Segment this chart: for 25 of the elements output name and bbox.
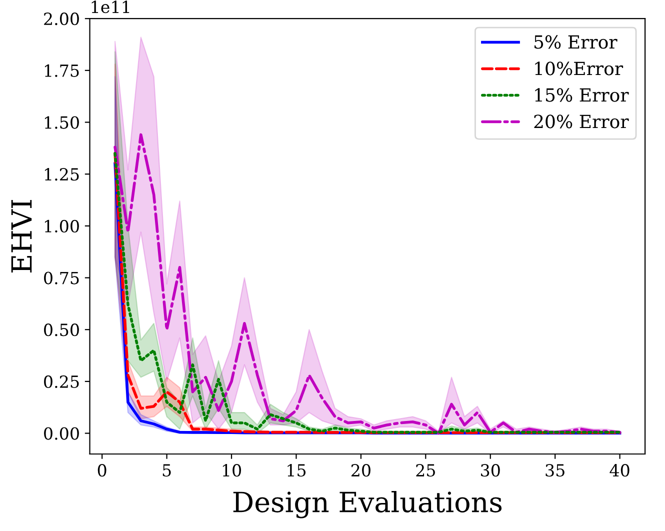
y-tick-label: 1.75 (44, 64, 79, 77)
legend-label: 5% Error (534, 35, 618, 49)
x-tick-label: 40 (610, 464, 630, 477)
y-axis-title: EHVI (11, 200, 32, 273)
x-tick-label: 5 (162, 464, 171, 477)
legend-label: 10%Error (535, 62, 624, 76)
y-tick-label: 0.50 (44, 324, 79, 336)
y-tick-label: 0.00 (44, 427, 79, 440)
x-tick-label: 15 (288, 464, 306, 477)
y-tick-label: 1.25 (44, 168, 79, 181)
legend-label: 15% Error (535, 88, 629, 102)
y-tick-label: 0.75 (44, 272, 79, 284)
x-tick-label: 35 (546, 464, 564, 477)
legend-label: 20% Error (534, 114, 629, 128)
x-tick-label: 25 (416, 464, 435, 477)
y-tick-label: 2.00 (44, 12, 79, 26)
x-tick-label: 20 (351, 464, 370, 477)
x-tick-label: 0 (98, 464, 106, 477)
x-tick-label: 10 (222, 464, 242, 477)
y-tick-label: 0.25 (44, 375, 79, 388)
y-tick-label: 1.50 (44, 116, 79, 129)
text: 1e11 (92, 0, 130, 14)
x-tick-label: 30 (481, 464, 500, 477)
y-tick-label: 1.00 (44, 220, 79, 232)
x-axis-title: Design Evaluations (233, 490, 502, 518)
